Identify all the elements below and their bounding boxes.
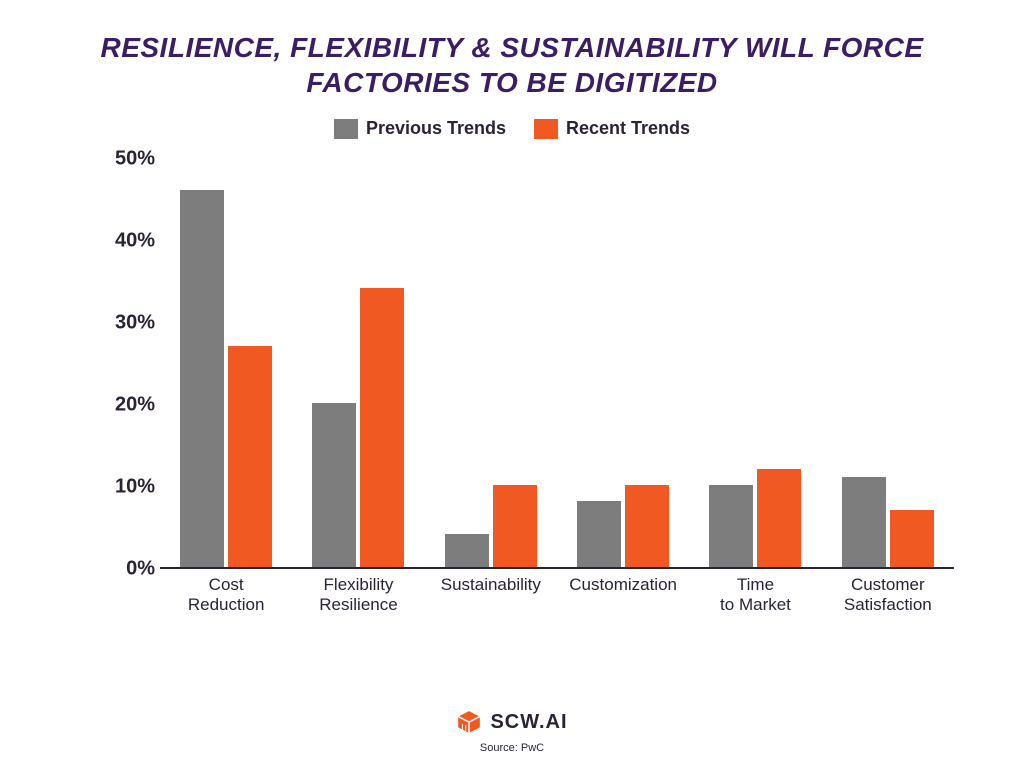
bar [577, 501, 621, 567]
bar [445, 534, 489, 567]
y-tick-label: 40% [100, 230, 155, 253]
bar [180, 190, 224, 567]
bar [842, 477, 886, 567]
cube-icon [456, 709, 482, 735]
x-tick-label: Sustainability [425, 569, 557, 619]
x-tick-label: Timeto Market [689, 569, 821, 619]
legend-item: Previous Trends [334, 118, 506, 139]
bar-group [689, 159, 821, 567]
y-tick-label: 20% [100, 394, 155, 417]
y-tick-label: 0% [100, 558, 155, 581]
bar-group [425, 159, 557, 567]
bar-group [160, 159, 292, 567]
legend-item: Recent Trends [534, 118, 690, 139]
bar-group [822, 159, 954, 567]
bar-group [557, 159, 689, 567]
bar [757, 469, 801, 567]
legend-label: Previous Trends [366, 118, 506, 139]
y-tick-label: 30% [100, 312, 155, 335]
bar [228, 346, 272, 567]
legend-label: Recent Trends [566, 118, 690, 139]
x-tick-label: Customization [557, 569, 689, 619]
legend-swatch [334, 119, 358, 139]
x-tick-label: CustomerSatisfaction [822, 569, 954, 619]
chart-area: 0% 10% 20% 30% 40% 50% CostReductionFlexibili… [100, 149, 954, 619]
plot-area [160, 159, 954, 569]
chart-title: RESILIENCE, FLEXIBILITY & SUSTAINABILITY… [40, 30, 984, 100]
y-tick-label: 10% [100, 476, 155, 499]
bar [890, 510, 934, 567]
x-tick-label: CostReduction [160, 569, 292, 619]
bar-group [292, 159, 424, 567]
bar [709, 485, 753, 567]
footer: SCW.AI Source: PwC [0, 709, 1024, 754]
chart-container: RESILIENCE, FLEXIBILITY & SUSTAINABILITY… [0, 0, 1024, 768]
bar [312, 403, 356, 567]
brand-name: SCW.AI [490, 711, 567, 734]
y-tick-label: 50% [100, 148, 155, 171]
bar [493, 485, 537, 567]
x-tick-label: FlexibilityResilience [292, 569, 424, 619]
bar [625, 485, 669, 567]
bar-groups [160, 159, 954, 567]
source-label: Source: PwC [0, 742, 1024, 754]
legend: Previous Trends Recent Trends [40, 118, 984, 139]
bar [360, 288, 404, 567]
legend-swatch [534, 119, 558, 139]
brand: SCW.AI [456, 709, 567, 735]
x-axis-labels: CostReductionFlexibilityResilienceSustai… [160, 569, 954, 619]
